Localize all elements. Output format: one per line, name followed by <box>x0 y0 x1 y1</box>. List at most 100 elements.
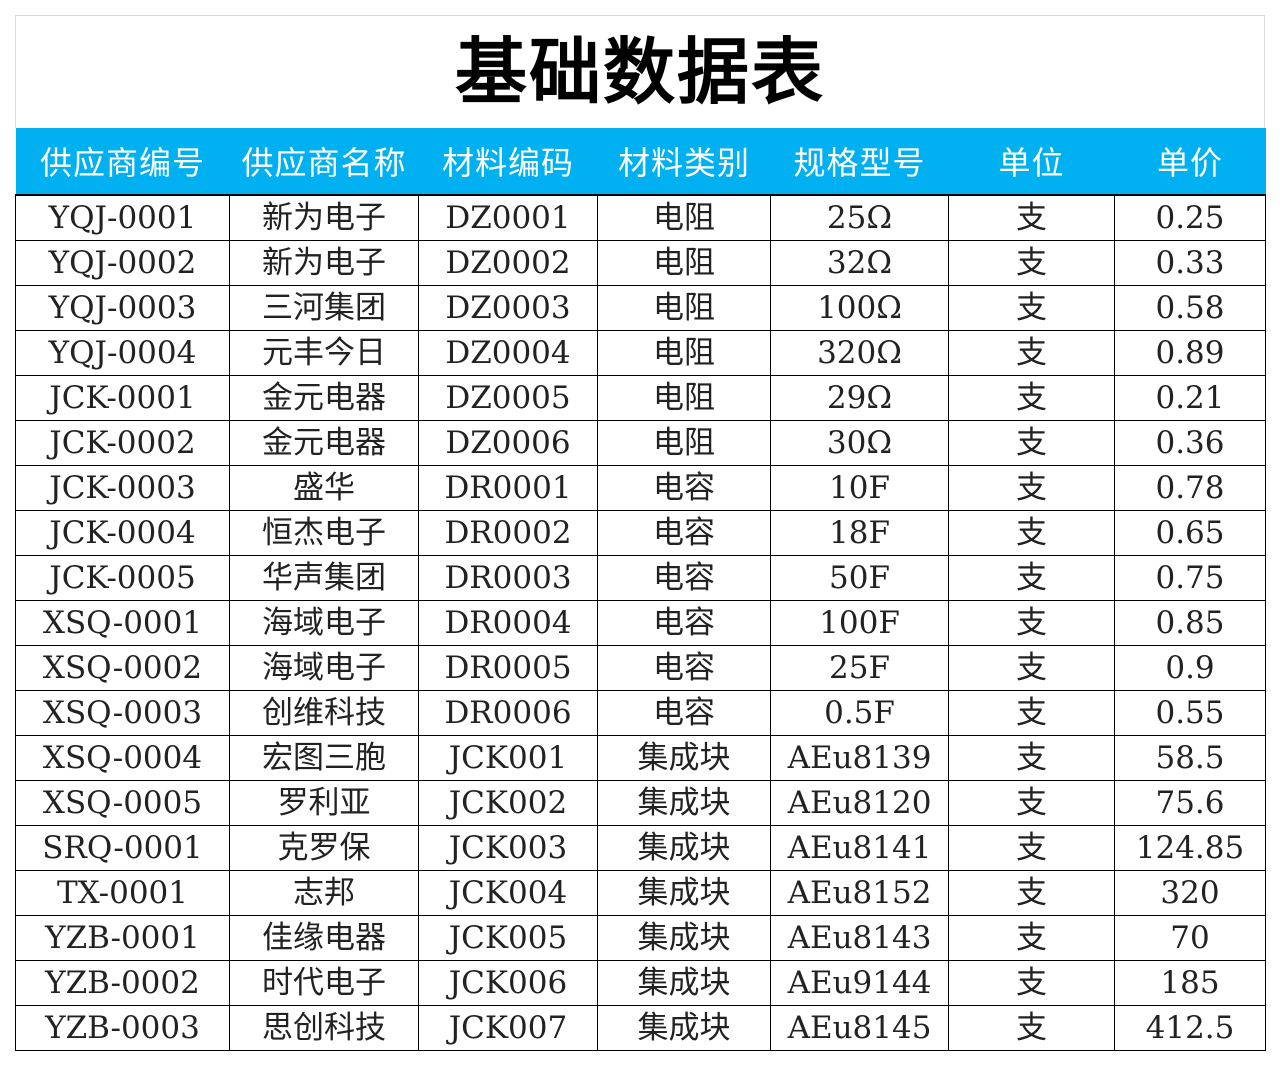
price-cell[interactable]: 70 <box>1114 915 1266 961</box>
unit-cell[interactable]: 支 <box>948 915 1115 961</box>
unit-cell[interactable]: 支 <box>948 194 1115 241</box>
material-code-cell[interactable]: JCK005 <box>418 915 598 961</box>
price-cell[interactable]: 320 <box>1114 870 1266 916</box>
supplier-id-cell[interactable]: YZB-0002 <box>15 960 230 1006</box>
supplier-id-cell[interactable]: YZB-0003 <box>15 1005 230 1051</box>
supplier-id-cell[interactable]: YQJ-0001 <box>15 194 230 241</box>
supplier-name-cell[interactable]: 金元电器 <box>229 420 419 466</box>
material-code-cell[interactable]: DZ0006 <box>418 420 598 466</box>
supplier-id-cell[interactable]: XSQ-0001 <box>15 600 230 646</box>
material-code-cell[interactable]: DZ0002 <box>418 240 598 286</box>
unit-cell[interactable]: 支 <box>948 780 1115 826</box>
price-cell[interactable]: 185 <box>1114 960 1266 1006</box>
spec-cell[interactable]: 32Ω <box>770 240 949 286</box>
price-cell[interactable]: 124.85 <box>1114 825 1266 871</box>
header-price[interactable]: 单价 <box>1114 128 1266 195</box>
material-code-cell[interactable]: DZ0003 <box>418 285 598 331</box>
material-type-cell[interactable]: 电容 <box>597 465 771 511</box>
spec-cell[interactable]: AEu8141 <box>770 825 949 871</box>
unit-cell[interactable]: 支 <box>948 825 1115 871</box>
supplier-id-cell[interactable]: JCK-0001 <box>15 375 230 421</box>
supplier-name-cell[interactable]: 时代电子 <box>229 960 419 1006</box>
spec-cell[interactable]: 0.5F <box>770 690 949 736</box>
unit-cell[interactable]: 支 <box>948 645 1115 691</box>
spec-cell[interactable]: 25F <box>770 645 949 691</box>
supplier-name-cell[interactable]: 志邦 <box>229 870 419 916</box>
supplier-name-cell[interactable]: 元丰今日 <box>229 330 419 376</box>
unit-cell[interactable]: 支 <box>948 600 1115 646</box>
material-code-cell[interactable]: DR0002 <box>418 510 598 556</box>
supplier-id-cell[interactable]: SRQ-0001 <box>15 825 230 871</box>
material-type-cell[interactable]: 电阻 <box>597 420 771 466</box>
spec-cell[interactable]: 50F <box>770 555 949 601</box>
unit-cell[interactable]: 支 <box>948 555 1115 601</box>
supplier-name-cell[interactable]: 海域电子 <box>229 600 419 646</box>
price-cell[interactable]: 0.25 <box>1114 194 1266 241</box>
price-cell[interactable]: 58.5 <box>1114 735 1266 781</box>
supplier-id-cell[interactable]: JCK-0003 <box>15 465 230 511</box>
material-type-cell[interactable]: 电阻 <box>597 194 771 241</box>
material-code-cell[interactable]: JCK007 <box>418 1005 598 1051</box>
supplier-name-cell[interactable]: 恒杰电子 <box>229 510 419 556</box>
supplier-name-cell[interactable]: 新为电子 <box>229 240 419 286</box>
spec-cell[interactable]: AEu8145 <box>770 1005 949 1051</box>
material-type-cell[interactable]: 集成块 <box>597 735 771 781</box>
unit-cell[interactable]: 支 <box>948 510 1115 556</box>
unit-cell[interactable]: 支 <box>948 735 1115 781</box>
supplier-name-cell[interactable]: 盛华 <box>229 465 419 511</box>
spec-cell[interactable]: 320Ω <box>770 330 949 376</box>
spec-cell[interactable]: 100F <box>770 600 949 646</box>
unit-cell[interactable]: 支 <box>948 330 1115 376</box>
supplier-name-cell[interactable]: 罗利亚 <box>229 780 419 826</box>
header-spec[interactable]: 规格型号 <box>770 128 949 195</box>
material-type-cell[interactable]: 电阻 <box>597 375 771 421</box>
price-cell[interactable]: 0.78 <box>1114 465 1266 511</box>
material-type-cell[interactable]: 电容 <box>597 600 771 646</box>
material-code-cell[interactable]: DZ0005 <box>418 375 598 421</box>
supplier-name-cell[interactable]: 佳缘电器 <box>229 915 419 961</box>
material-code-cell[interactable]: JCK002 <box>418 780 598 826</box>
material-code-cell[interactable]: JCK003 <box>418 825 598 871</box>
header-material-code[interactable]: 材料编码 <box>418 128 598 195</box>
price-cell[interactable]: 75.6 <box>1114 780 1266 826</box>
material-type-cell[interactable]: 电阻 <box>597 285 771 331</box>
supplier-name-cell[interactable]: 海域电子 <box>229 645 419 691</box>
supplier-name-cell[interactable]: 思创科技 <box>229 1005 419 1051</box>
material-code-cell[interactable]: JCK004 <box>418 870 598 916</box>
supplier-name-cell[interactable]: 创维科技 <box>229 690 419 736</box>
supplier-id-cell[interactable]: YZB-0001 <box>15 915 230 961</box>
price-cell[interactable]: 0.33 <box>1114 240 1266 286</box>
spec-cell[interactable]: 10F <box>770 465 949 511</box>
supplier-id-cell[interactable]: TX-0001 <box>15 870 230 916</box>
material-code-cell[interactable]: DR0006 <box>418 690 598 736</box>
material-type-cell[interactable]: 电容 <box>597 690 771 736</box>
spec-cell[interactable]: 30Ω <box>770 420 949 466</box>
supplier-id-cell[interactable]: JCK-0002 <box>15 420 230 466</box>
material-type-cell[interactable]: 电阻 <box>597 330 771 376</box>
material-code-cell[interactable]: DR0004 <box>418 600 598 646</box>
supplier-name-cell[interactable]: 三河集团 <box>229 285 419 331</box>
material-code-cell[interactable]: DR0003 <box>418 555 598 601</box>
supplier-id-cell[interactable]: YQJ-0003 <box>15 285 230 331</box>
price-cell[interactable]: 412.5 <box>1114 1005 1266 1051</box>
supplier-id-cell[interactable]: JCK-0004 <box>15 510 230 556</box>
material-type-cell[interactable]: 电容 <box>597 510 771 556</box>
material-code-cell[interactable]: DZ0004 <box>418 330 598 376</box>
material-code-cell[interactable]: JCK006 <box>418 960 598 1006</box>
material-type-cell[interactable]: 电容 <box>597 555 771 601</box>
material-type-cell[interactable]: 电容 <box>597 645 771 691</box>
supplier-name-cell[interactable]: 新为电子 <box>229 194 419 241</box>
spec-cell[interactable]: 25Ω <box>770 194 949 241</box>
unit-cell[interactable]: 支 <box>948 1005 1115 1051</box>
unit-cell[interactable]: 支 <box>948 960 1115 1006</box>
header-supplier-name[interactable]: 供应商名称 <box>229 128 419 195</box>
material-code-cell[interactable]: JCK001 <box>418 735 598 781</box>
supplier-name-cell[interactable]: 克罗保 <box>229 825 419 871</box>
spec-cell[interactable]: AEu8152 <box>770 870 949 916</box>
header-supplier-id[interactable]: 供应商编号 <box>15 128 230 195</box>
supplier-id-cell[interactable]: XSQ-0002 <box>15 645 230 691</box>
spec-cell[interactable]: 18F <box>770 510 949 556</box>
unit-cell[interactable]: 支 <box>948 285 1115 331</box>
supplier-name-cell[interactable]: 金元电器 <box>229 375 419 421</box>
spec-cell[interactable]: 29Ω <box>770 375 949 421</box>
